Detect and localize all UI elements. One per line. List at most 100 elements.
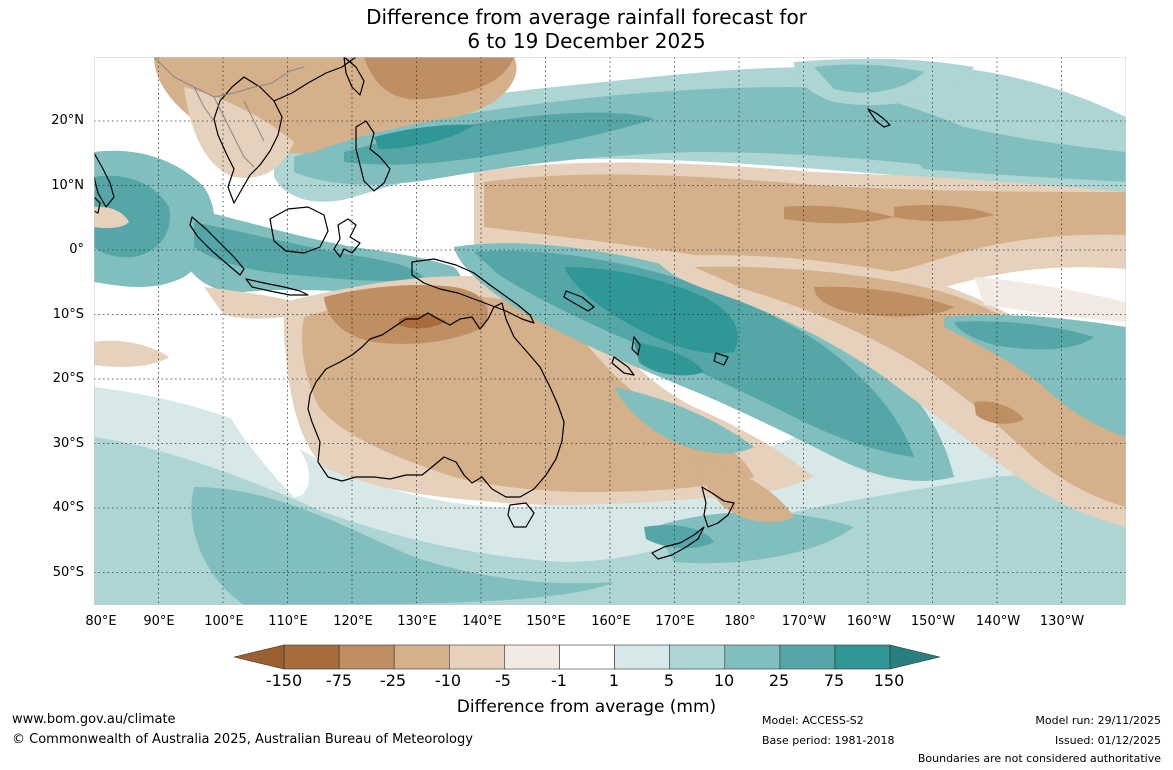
model-run-date: Model run: 29/11/2025 <box>1035 714 1161 727</box>
nz-dry-east <box>694 457 794 523</box>
south-china-coastline <box>273 57 357 102</box>
se-pacific-dry-core <box>814 286 954 317</box>
vanuatu-islands <box>631 336 641 356</box>
legend-label: -5 <box>495 671 511 690</box>
lat-tick-label: 10°N <box>51 178 84 193</box>
legend-label: -150 <box>265 671 303 690</box>
copyright-text: © Commonwealth of Australia 2025, Austra… <box>12 732 473 747</box>
nz-wet-core <box>644 525 714 549</box>
legend-high-arrow <box>889 644 940 670</box>
se-pacific-dry-core-2 <box>974 401 1024 424</box>
country-borders <box>153 57 305 168</box>
lon-tick-label: 160°W <box>846 614 892 629</box>
new-zealand-north-island <box>701 486 735 528</box>
lon-tick-label: 180° <box>724 614 756 629</box>
legend-label: 10 <box>713 671 735 690</box>
indian-ocean-dry-patch <box>94 206 129 229</box>
lon-tick-label: 140°W <box>975 614 1021 629</box>
legend-title: Difference from average (mm) <box>456 697 717 717</box>
map-title-line2: 6 to 19 December 2025 <box>467 29 706 53</box>
lat-tick-label: 20°N <box>51 113 84 128</box>
philippines-coastline <box>355 120 391 192</box>
indian-ocean-dry-south <box>94 340 169 367</box>
legend-swatch <box>338 644 395 670</box>
australia-coastline <box>307 302 565 498</box>
sri-lanka-coastline <box>94 196 101 214</box>
japan-coastline <box>343 57 365 96</box>
legend-swatch <box>614 644 671 670</box>
north-pacific-dry-belt <box>484 174 1126 277</box>
legend-swatch <box>834 644 891 670</box>
legend-label: 1 <box>608 671 620 690</box>
issued-date: Issued: 01/12/2025 <box>1054 734 1161 747</box>
legend-swatch <box>724 644 781 670</box>
north-east-pacific-wet-core <box>814 64 924 93</box>
lon-tick-label: 130°E <box>397 614 437 629</box>
southern-ocean-core <box>191 487 614 605</box>
tasmania-coastline <box>507 502 535 528</box>
indian-ocean-wet-core <box>94 175 170 258</box>
australia-dry-zone <box>302 295 754 492</box>
new-zealand-south-island <box>651 526 705 560</box>
legend-label: -75 <box>325 671 353 690</box>
graticule <box>94 57 1126 605</box>
new-caledonia <box>611 356 635 376</box>
spcz-wet-core-2 <box>634 342 704 376</box>
lon-tick-label: 160°E <box>591 614 631 629</box>
map-frame <box>94 57 1126 605</box>
top-end-dry-core <box>399 314 446 329</box>
west-australia-coast-neutral <box>214 377 310 497</box>
lon-tick-label: 170°W <box>781 614 827 629</box>
spcz-wet-mid <box>474 250 914 457</box>
china-dry-core <box>364 57 514 100</box>
model-name: Model: ACCESS-S2 <box>762 714 864 727</box>
legend-label: -1 <box>551 671 567 690</box>
north-pacific-dry-core <box>784 205 894 224</box>
legend-swatch <box>449 644 505 670</box>
se-pacific-light-gap <box>974 277 1126 322</box>
map-title-line1: Difference from average rainfall forecas… <box>366 5 807 29</box>
coastlines <box>94 57 891 560</box>
southern-ocean-core-east <box>654 512 854 564</box>
legend-swatch <box>559 644 615 670</box>
sulawesi-coastline <box>333 218 361 258</box>
lat-tick-label: 0° <box>69 242 84 257</box>
colour-scale-bar <box>234 644 940 670</box>
legend-swatch <box>669 644 726 670</box>
solomon-islands <box>563 290 595 312</box>
north-pacific-dry-core-east <box>894 204 994 222</box>
lon-tick-label: 100°E <box>204 614 244 629</box>
boundaries-disclaimer: Boundaries are not considered authoritat… <box>917 752 1161 765</box>
legend-label: 150 <box>873 671 905 690</box>
legend-label: -10 <box>434 671 462 690</box>
hawaii-islands <box>867 108 891 128</box>
legend-swatches <box>283 644 891 670</box>
lon-tick-label: 170°E <box>655 614 695 629</box>
spcz-wet-core <box>564 267 738 354</box>
lon-tick-label: 110°E <box>268 614 308 629</box>
lat-tick-label: 40°S <box>52 500 84 515</box>
sumatra-coastline <box>189 216 245 276</box>
base-period: Base period: 1981-2018 <box>762 734 895 747</box>
java-coastline <box>245 278 309 296</box>
north-pacific-wet-core <box>344 112 654 165</box>
philippines-wet-core <box>374 124 474 149</box>
legend-label: 75 <box>823 671 845 690</box>
lon-tick-label: 130°W <box>1039 614 1085 629</box>
lon-tick-label: 80°E <box>85 614 117 629</box>
legend-label: -25 <box>379 671 407 690</box>
lon-tick-label: 150°E <box>526 614 566 629</box>
fiji-islands <box>713 352 729 366</box>
lat-tick-label: 10°S <box>52 307 84 322</box>
east-pacific-wet-core <box>954 321 1094 350</box>
legend-label: 5 <box>663 671 675 690</box>
legend-swatch <box>283 644 340 670</box>
tasman-wet <box>614 387 754 454</box>
east-pacific-wet <box>944 315 1126 437</box>
lon-tick-label: 120°E <box>333 614 373 629</box>
rainfall-map <box>94 57 1126 605</box>
hawaii-wet-zone <box>904 141 1126 182</box>
lon-tick-label: 150°W <box>910 614 956 629</box>
bom-website-link[interactable]: www.bom.gov.au/climate <box>12 712 176 727</box>
legend-label: 25 <box>768 671 790 690</box>
